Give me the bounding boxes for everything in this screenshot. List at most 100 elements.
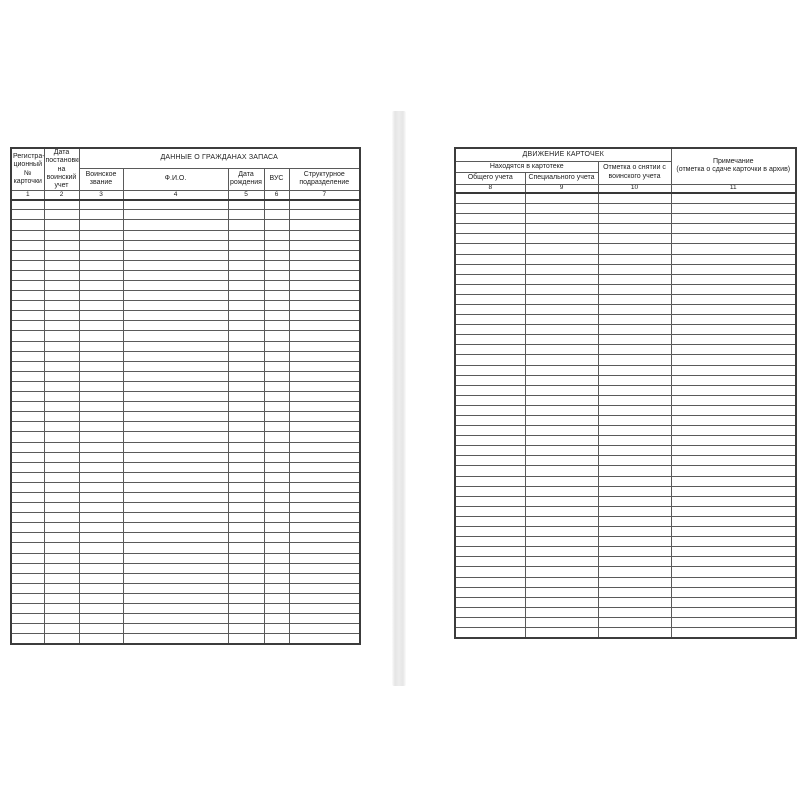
table-cell	[670, 505, 797, 517]
table-cell	[670, 213, 797, 225]
table-cell	[288, 229, 361, 241]
table-cell	[122, 491, 229, 504]
table-cell	[454, 435, 526, 447]
table-cell	[10, 542, 45, 554]
table-cell	[454, 354, 526, 366]
table-cell	[122, 623, 229, 635]
table-cell	[122, 431, 229, 443]
table-cell	[122, 502, 229, 514]
table-cell	[524, 586, 599, 598]
table-row	[10, 522, 361, 534]
table-cell	[43, 592, 80, 605]
table-row	[454, 243, 797, 255]
table-cell	[670, 445, 797, 457]
table-cell	[43, 552, 80, 564]
table-cell	[10, 350, 45, 362]
table-row	[454, 324, 797, 336]
table-cell	[43, 451, 80, 463]
table-row	[10, 542, 361, 554]
table-cell	[524, 556, 599, 568]
table-cell	[43, 219, 80, 231]
table-cell	[78, 401, 124, 413]
table-cell	[454, 627, 526, 639]
table-row	[454, 273, 797, 285]
table-row	[10, 491, 361, 504]
column-number: 1	[10, 190, 45, 201]
table-cell	[10, 582, 45, 594]
table-cell	[454, 233, 526, 245]
table-cell	[227, 461, 265, 473]
table-cell	[597, 606, 672, 618]
table-cell	[10, 239, 45, 251]
table-cell	[227, 633, 265, 645]
table-cell	[227, 522, 265, 534]
table-cell	[78, 633, 124, 645]
table-cell	[43, 360, 80, 372]
column-number: 4	[122, 190, 229, 201]
table-cell	[263, 491, 290, 504]
table-row	[10, 441, 361, 453]
table-cell	[78, 229, 124, 241]
table-row	[454, 495, 797, 507]
table-cell	[43, 269, 80, 282]
table-row	[454, 293, 797, 305]
table-cell	[122, 562, 229, 574]
table-row	[10, 259, 361, 271]
table-row	[454, 213, 797, 225]
table-row	[10, 582, 361, 594]
table-cell	[122, 290, 229, 302]
table-cell	[288, 199, 361, 211]
table-cell	[288, 380, 361, 393]
table-cell	[43, 340, 80, 352]
table-cell	[288, 431, 361, 443]
table-cell	[227, 471, 265, 483]
table-cell	[263, 209, 290, 221]
table-cell	[122, 209, 229, 221]
table-row	[10, 310, 361, 322]
table-cell	[670, 596, 797, 608]
table-cell	[10, 421, 45, 433]
table-cell	[454, 576, 526, 588]
table-cell	[670, 465, 797, 477]
table-cell	[263, 259, 290, 271]
table-cell	[10, 209, 45, 221]
table-cell	[597, 526, 672, 538]
table-cell	[524, 445, 599, 457]
table-cell	[597, 293, 672, 305]
table-cell	[454, 495, 526, 507]
table-row	[10, 532, 361, 544]
table-cell	[227, 370, 265, 382]
table-cell	[597, 475, 672, 487]
table-cell	[524, 283, 599, 295]
table-cell	[43, 229, 80, 241]
table-cell	[78, 582, 124, 594]
table-cell	[670, 616, 797, 628]
table-cell	[263, 391, 290, 403]
table-row	[10, 613, 361, 625]
table-cell	[524, 526, 599, 538]
table-cell	[43, 401, 80, 413]
table-row	[454, 192, 797, 205]
table-cell	[10, 279, 45, 292]
table-cell	[122, 249, 229, 261]
table-cell	[263, 461, 290, 473]
table-cell	[227, 431, 265, 443]
table-cell	[122, 401, 229, 413]
table-row	[10, 461, 361, 473]
table-cell	[78, 431, 124, 443]
table-cell	[78, 239, 124, 251]
table-cell	[454, 303, 526, 316]
table-row	[454, 505, 797, 517]
table-cell	[122, 310, 229, 322]
table-cell	[454, 586, 526, 598]
table-cell	[670, 243, 797, 255]
table-cell	[670, 556, 797, 568]
table-cell	[122, 279, 229, 292]
table-cell	[78, 572, 124, 584]
table-cell	[227, 562, 265, 574]
table-cell	[122, 229, 229, 241]
table-cell	[263, 502, 290, 514]
table-cell	[670, 364, 797, 376]
table-cell	[227, 209, 265, 221]
table-cell	[263, 421, 290, 433]
